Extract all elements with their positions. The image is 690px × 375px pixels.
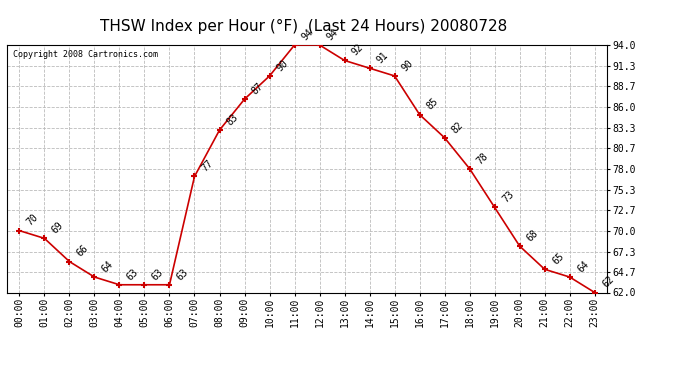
- Text: 77: 77: [200, 158, 215, 174]
- Text: 68: 68: [525, 228, 540, 243]
- Text: 63: 63: [175, 267, 190, 282]
- Text: 63: 63: [125, 267, 140, 282]
- Text: 94: 94: [300, 27, 315, 42]
- Text: 85: 85: [425, 96, 440, 112]
- Text: 63: 63: [150, 267, 166, 282]
- Text: 87: 87: [250, 81, 266, 96]
- Text: THSW Index per Hour (°F)  (Last 24 Hours) 20080728: THSW Index per Hour (°F) (Last 24 Hours)…: [100, 19, 507, 34]
- Text: 94: 94: [325, 27, 340, 42]
- Text: 91: 91: [375, 50, 391, 65]
- Text: 82: 82: [450, 120, 466, 135]
- Text: 64: 64: [100, 259, 115, 274]
- Text: 69: 69: [50, 220, 66, 236]
- Text: 66: 66: [75, 243, 90, 259]
- Text: 90: 90: [275, 58, 290, 73]
- Text: 90: 90: [400, 58, 415, 73]
- Text: 64: 64: [575, 259, 591, 274]
- Text: 70: 70: [25, 213, 40, 228]
- Text: 83: 83: [225, 112, 240, 127]
- Text: 73: 73: [500, 189, 515, 205]
- Text: 92: 92: [350, 42, 366, 58]
- Text: 78: 78: [475, 151, 491, 166]
- Text: 62: 62: [600, 274, 615, 290]
- Text: 65: 65: [550, 251, 566, 267]
- Text: Copyright 2008 Cartronics.com: Copyright 2008 Cartronics.com: [13, 50, 158, 59]
